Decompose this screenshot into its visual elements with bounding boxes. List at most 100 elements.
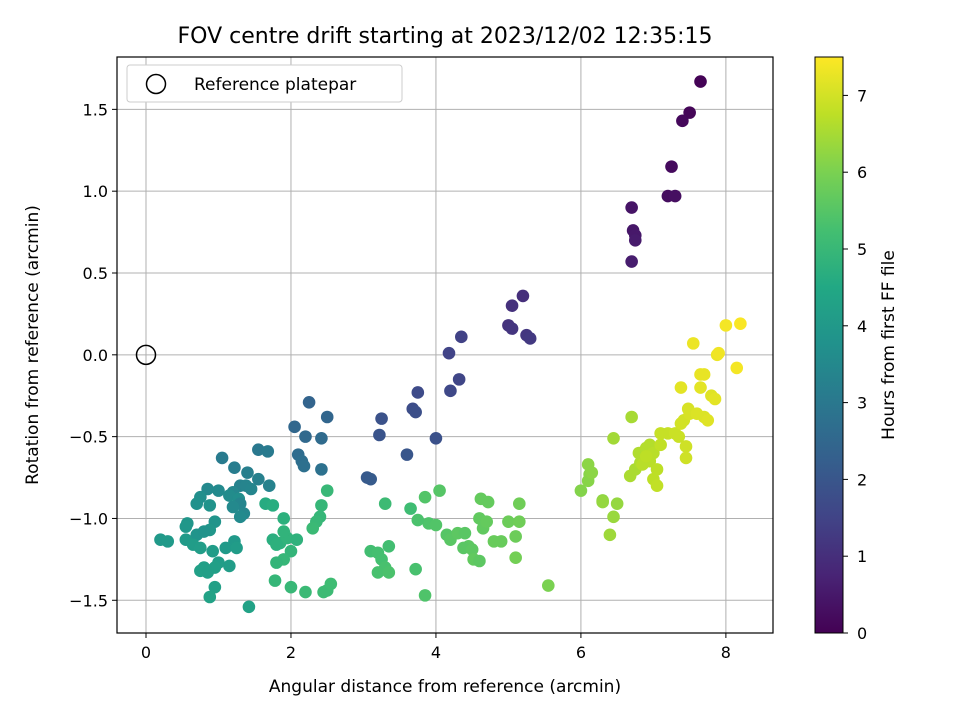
data-point-1	[683, 106, 696, 119]
data-point-43	[241, 466, 254, 479]
data-point-145	[541, 579, 555, 592]
data-point-58	[226, 500, 240, 514]
data-point-141	[512, 497, 526, 511]
data-point-153	[610, 497, 624, 511]
data-point-17	[455, 330, 468, 344]
colorbar-tick-label: 5	[857, 240, 867, 259]
data-point-81	[201, 566, 214, 579]
data-point-98	[284, 580, 298, 594]
data-point-0	[694, 75, 707, 88]
x-tick-label: 4	[431, 643, 441, 662]
data-point-195	[730, 361, 744, 375]
data-point-115	[371, 566, 385, 579]
data-point-5	[668, 189, 682, 203]
reference-platepar-marker	[135, 344, 157, 366]
data-point-14	[505, 322, 519, 335]
data-point-48	[244, 482, 258, 496]
y-tick-label: −0.5	[69, 428, 108, 447]
data-point-33	[299, 430, 312, 443]
data-point-26	[429, 431, 443, 445]
data-point-109	[404, 502, 417, 515]
data-point-132	[473, 554, 486, 568]
data-point-154	[607, 510, 620, 524]
legend-marker-reference-platepar	[145, 73, 167, 95]
colorbar-tick-label: 2	[857, 470, 867, 489]
data-point-103	[320, 484, 334, 497]
data-point-140	[502, 515, 515, 529]
data-point-30	[302, 395, 316, 409]
data-point-116	[382, 566, 396, 579]
data-point-90	[270, 538, 283, 551]
colorbar-tick-label: 3	[857, 394, 867, 413]
data-point-47	[262, 479, 276, 493]
data-point-193	[712, 346, 725, 360]
data-point-23	[409, 405, 422, 419]
data-point-93	[277, 525, 291, 538]
data-point-186	[708, 392, 722, 406]
data-point-166	[650, 463, 664, 476]
data-point-143	[509, 530, 522, 543]
data-point-104	[315, 499, 328, 512]
colorbar-tick-label: 6	[857, 163, 867, 182]
data-point-144	[509, 551, 522, 565]
data-point-123	[429, 518, 443, 532]
data-point-29	[364, 472, 378, 486]
data-point-107	[306, 521, 320, 535]
data-point-139	[494, 535, 508, 548]
data-point-74	[194, 541, 207, 555]
data-point-86	[266, 499, 280, 512]
x-axis: 0 2 4 6 8	[141, 633, 731, 662]
data-point-56	[190, 497, 204, 511]
data-point-135	[481, 495, 495, 509]
colorbar: 0 1 2 3 4 5 6 7 Hours from first FF file	[814, 56, 899, 643]
data-point-16	[523, 332, 537, 345]
data-point-170	[639, 449, 653, 463]
data-point-120	[411, 513, 425, 527]
data-point-9	[628, 233, 642, 247]
data-point-51	[212, 484, 225, 497]
colorbar-tick-label: 7	[857, 86, 867, 105]
colorbar-label: Hours from first FF file	[879, 250, 899, 440]
data-point-176	[679, 440, 693, 453]
data-point-177	[679, 451, 693, 465]
legend-box	[126, 64, 403, 103]
data-point-83	[203, 590, 217, 604]
x-tick-label: 8	[721, 643, 731, 662]
data-point-38	[315, 463, 328, 476]
data-point-2	[676, 114, 689, 128]
data-point-196	[734, 317, 747, 331]
data-point-191	[686, 337, 700, 350]
data-point-27	[400, 448, 414, 461]
data-point-88	[277, 512, 291, 525]
colorbar-tick-label: 4	[857, 317, 867, 336]
y-tick-label: 1.5	[83, 100, 108, 119]
colorbar-ticks: 0 1 2 3 4 5 6 7	[843, 86, 867, 643]
plot-frame	[116, 56, 774, 634]
data-point-118	[418, 589, 432, 602]
data-point-19	[452, 373, 466, 386]
data-point-20	[444, 384, 457, 398]
data-point-188	[674, 381, 688, 394]
data-point-68	[161, 535, 175, 548]
x-axis-label: Angular distance from reference (arcmin)	[269, 677, 621, 697]
data-point-31	[320, 410, 334, 424]
data-point-94	[284, 544, 298, 558]
colorbar-tick-label: 1	[857, 547, 867, 566]
data-point-146	[574, 484, 588, 497]
colorbar-tick-label: 0	[857, 624, 867, 643]
data-point-122	[433, 484, 446, 497]
y-tick-label: −1.0	[69, 509, 108, 528]
y-tick-label: 1.0	[83, 182, 108, 201]
data-point-11	[516, 289, 530, 303]
data-point-121	[418, 490, 432, 504]
data-point-150	[585, 466, 599, 479]
data-point-57	[203, 499, 217, 512]
y-tick-label: 0.5	[83, 264, 108, 283]
data-point-99	[299, 585, 312, 599]
data-point-96	[270, 556, 283, 569]
data-point-82	[208, 580, 222, 594]
data-point-21	[411, 386, 425, 399]
data-point-152	[596, 495, 609, 509]
data-point-6	[625, 201, 638, 214]
data-point-60	[233, 510, 247, 524]
